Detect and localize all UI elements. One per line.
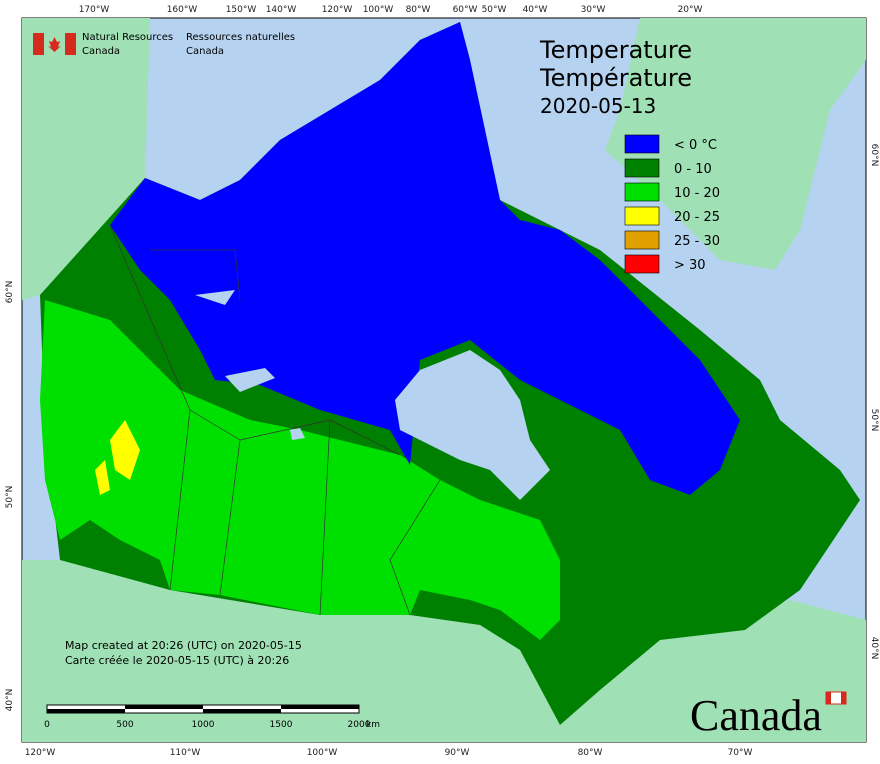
longitude-label: 120°W <box>322 5 353 15</box>
greenland <box>605 18 866 270</box>
longitude-label: 50°W <box>482 5 507 15</box>
wordmark: Canada <box>690 691 847 740</box>
wordmark-flag <box>826 692 831 704</box>
legend-label: 10 - 20 <box>674 186 720 201</box>
legend-swatch <box>624 182 660 202</box>
flag-bar <box>33 33 44 55</box>
longitude-label: 160°W <box>167 5 198 15</box>
latitude-label: 40°N <box>869 637 879 660</box>
legend-label: 0 - 10 <box>674 162 712 177</box>
usa <box>22 560 866 742</box>
maple-leaf <box>48 37 61 52</box>
scale-label: 0 <box>44 720 50 730</box>
wordmark-flag <box>841 692 846 704</box>
legend-label: > 30 <box>674 258 706 273</box>
longitude-label: 60°W <box>453 5 478 15</box>
scale-bar: km <box>46 704 380 730</box>
title-fr: Température <box>539 64 692 92</box>
legend-label: 25 - 30 <box>674 234 720 249</box>
legend-swatch <box>624 158 660 178</box>
longitude-label: 150°W <box>226 5 257 15</box>
longitude-label: 30°W <box>581 5 606 15</box>
longitude-label: 140°W <box>266 5 297 15</box>
province-borders <box>109 224 441 616</box>
legend-label: 20 - 25 <box>674 210 720 225</box>
longitude-label: 90°W <box>445 748 470 758</box>
wordmark-text: Canada <box>690 691 822 740</box>
scale-label: 500 <box>116 720 133 730</box>
scale-label: 1500 <box>270 720 293 730</box>
agency-en: Natural Resources <box>82 32 173 43</box>
longitude-label: 80°W <box>578 748 603 758</box>
scale-label: 2000 <box>348 720 371 730</box>
longitude-label: 110°W <box>170 748 201 758</box>
note: Carte créée le 2020-05-15 (UTC) à 20:26 <box>65 654 289 667</box>
canada-10-20 <box>40 300 560 640</box>
longitude-label: 40°W <box>523 5 548 15</box>
scale-segment <box>47 709 125 713</box>
longitude-label: 80°W <box>406 5 431 15</box>
canada-20-25 <box>95 420 140 495</box>
logo: Natural Resources Canada Ressources natu… <box>33 32 295 57</box>
hudson-bay <box>395 350 550 500</box>
alaska <box>22 18 150 300</box>
longitude-label: 100°W <box>307 748 338 758</box>
agency-fr: Canada <box>186 46 224 57</box>
title-date: 2020-05-13 <box>540 94 656 118</box>
scale-label: 1000 <box>192 720 215 730</box>
note: Map created at 20:26 (UTC) on 2020-05-15 <box>65 639 302 652</box>
latitude-label: 50°N <box>5 486 15 509</box>
legend-swatch <box>624 230 660 250</box>
flag-bar <box>65 33 76 55</box>
scale-segment <box>125 705 203 709</box>
agency-fr: Ressources naturelles <box>186 32 295 43</box>
agency-en: Canada <box>82 46 120 57</box>
longitude-label: 70°W <box>728 748 753 758</box>
legend-swatch <box>624 206 660 226</box>
legend-swatch <box>624 254 660 274</box>
legend-label: < 0 °C <box>674 138 717 153</box>
latitude-label: 50°N <box>869 409 879 432</box>
latitude-label: 40°N <box>5 689 15 712</box>
title-en: Temperature <box>539 36 692 64</box>
scale-unit: km <box>366 720 380 730</box>
longitude-label: 170°W <box>79 5 110 15</box>
scale-segment <box>203 709 281 713</box>
legend-swatch <box>624 134 660 154</box>
longitude-label: 100°W <box>363 5 394 15</box>
latitude-label: 60°N <box>869 144 879 167</box>
longitude-label: 20°W <box>678 5 703 15</box>
latitude-label: 60°N <box>5 281 15 304</box>
map-frame <box>21 17 867 743</box>
scale-segment <box>281 705 359 709</box>
longitude-label: 120°W <box>25 748 56 758</box>
